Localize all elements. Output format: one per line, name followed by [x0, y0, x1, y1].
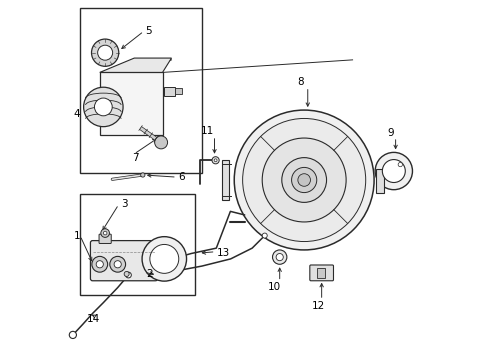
Bar — [318, 267, 325, 278]
Circle shape — [101, 229, 109, 237]
Text: 6: 6 — [179, 172, 185, 182]
Circle shape — [262, 138, 346, 222]
Circle shape — [375, 152, 413, 190]
Circle shape — [96, 261, 103, 268]
Circle shape — [150, 244, 179, 273]
Text: 8: 8 — [297, 77, 304, 87]
Bar — [100, 72, 163, 135]
Circle shape — [234, 110, 374, 250]
Circle shape — [103, 231, 107, 235]
Circle shape — [398, 162, 402, 167]
Bar — [80, 8, 202, 173]
Text: 5: 5 — [146, 26, 152, 36]
Text: 10: 10 — [268, 282, 281, 292]
Circle shape — [262, 233, 267, 238]
Bar — [318, 268, 324, 278]
Text: 14: 14 — [87, 314, 100, 324]
FancyBboxPatch shape — [91, 240, 157, 281]
Bar — [175, 88, 182, 94]
Polygon shape — [100, 58, 172, 72]
Circle shape — [276, 253, 283, 261]
Bar — [164, 87, 175, 95]
Text: 7: 7 — [132, 153, 139, 163]
Circle shape — [243, 118, 366, 242]
Text: 4: 4 — [74, 109, 80, 119]
Text: 2: 2 — [146, 269, 153, 279]
Circle shape — [125, 272, 131, 278]
Text: 1: 1 — [74, 231, 80, 240]
Text: 3: 3 — [122, 199, 128, 210]
Circle shape — [292, 167, 317, 193]
Text: 9: 9 — [388, 128, 394, 138]
Circle shape — [124, 271, 129, 276]
Circle shape — [272, 250, 287, 264]
Circle shape — [214, 159, 217, 162]
Circle shape — [298, 174, 311, 186]
Text: 13: 13 — [217, 248, 230, 258]
Circle shape — [98, 45, 113, 60]
Circle shape — [382, 159, 405, 183]
Circle shape — [282, 158, 326, 202]
Circle shape — [155, 136, 168, 149]
Bar — [376, 169, 384, 193]
Text: 11: 11 — [201, 126, 214, 136]
Circle shape — [142, 237, 187, 281]
Bar — [80, 194, 195, 295]
FancyBboxPatch shape — [310, 265, 334, 281]
Circle shape — [84, 87, 123, 127]
Circle shape — [114, 261, 122, 268]
Bar — [222, 160, 229, 200]
Text: 12: 12 — [312, 301, 325, 311]
Circle shape — [95, 98, 112, 116]
Circle shape — [141, 173, 145, 177]
Circle shape — [110, 256, 125, 272]
Circle shape — [92, 256, 108, 272]
Circle shape — [212, 157, 219, 164]
FancyBboxPatch shape — [99, 234, 111, 243]
Circle shape — [69, 331, 76, 338]
Circle shape — [92, 39, 119, 66]
